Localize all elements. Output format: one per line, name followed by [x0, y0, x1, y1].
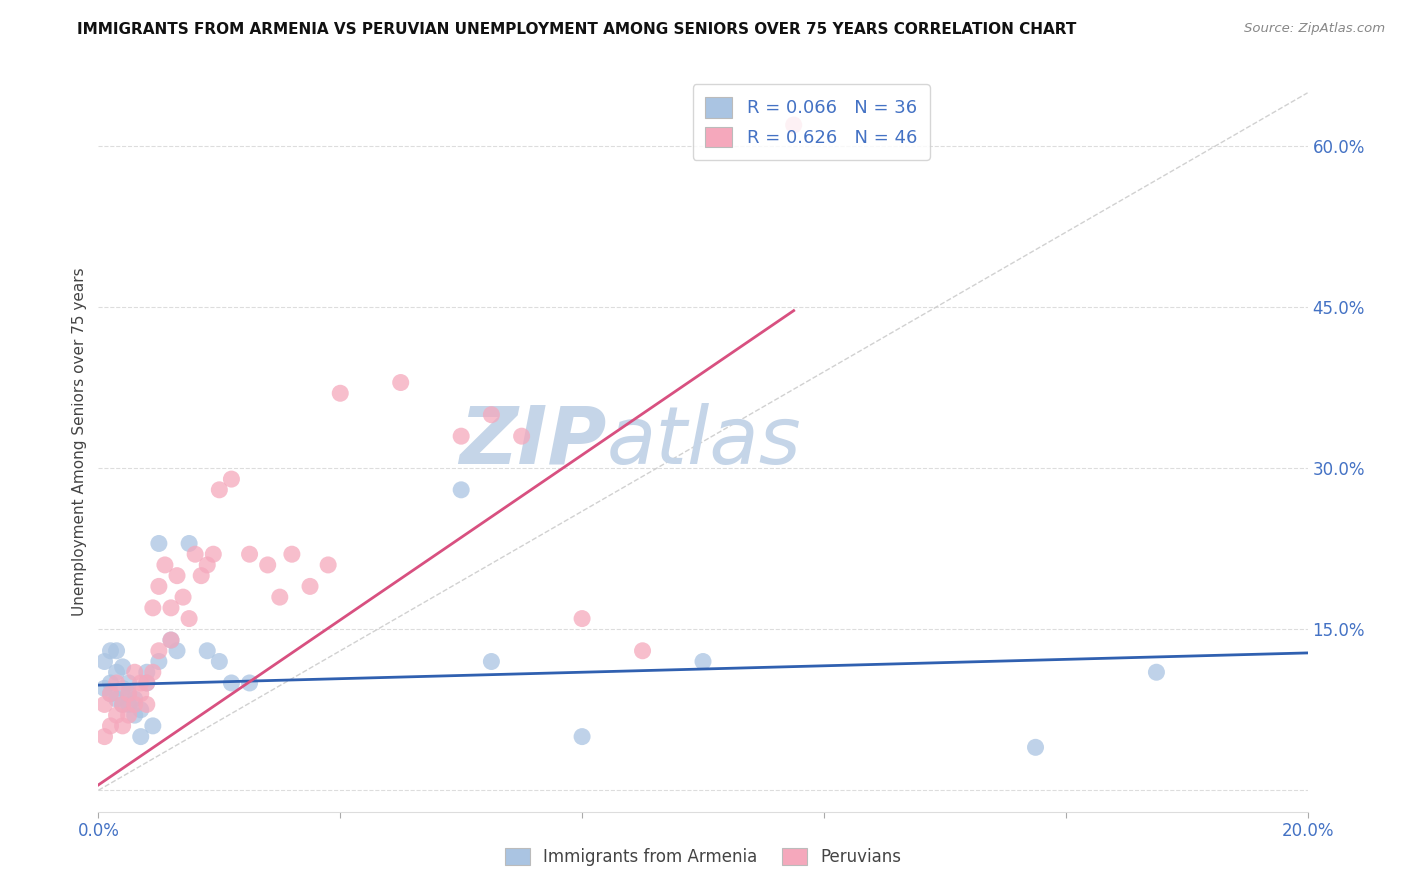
Point — [118, 698, 141, 712]
Legend: R = 0.066   N = 36, R = 0.626   N = 46: R = 0.066 N = 36, R = 0.626 N = 46 — [693, 84, 929, 160]
Text: Source: ZipAtlas.com: Source: ZipAtlas.com — [1244, 22, 1385, 36]
Y-axis label: Unemployment Among Seniors over 75 years: Unemployment Among Seniors over 75 years — [72, 268, 87, 615]
Point — [631, 644, 654, 658]
Point — [105, 644, 128, 658]
Point — [160, 633, 183, 648]
Point — [111, 660, 134, 674]
Point — [142, 665, 165, 680]
Point — [105, 676, 128, 690]
Point — [481, 408, 503, 422]
Point — [166, 644, 188, 658]
Point — [100, 719, 122, 733]
Point — [93, 655, 115, 669]
Point — [1144, 665, 1167, 680]
Point — [239, 676, 262, 690]
Point — [135, 676, 157, 690]
Point — [148, 655, 170, 669]
Point — [129, 676, 152, 690]
Point — [129, 730, 152, 744]
Point — [269, 590, 291, 604]
Point — [692, 655, 714, 669]
Point — [190, 568, 212, 582]
Point — [481, 655, 503, 669]
Point — [450, 429, 472, 443]
Point — [571, 730, 593, 744]
Point — [389, 376, 412, 390]
Point — [93, 698, 115, 712]
Point — [166, 568, 188, 582]
Point — [142, 719, 165, 733]
Point — [124, 708, 146, 723]
Point — [111, 719, 134, 733]
Point — [148, 536, 170, 550]
Point — [221, 472, 243, 486]
Point — [105, 692, 128, 706]
Point — [208, 655, 231, 669]
Point — [93, 681, 115, 696]
Point — [281, 547, 304, 561]
Point — [299, 579, 322, 593]
Point — [179, 611, 201, 625]
Point — [329, 386, 352, 401]
Point — [135, 665, 157, 680]
Point — [124, 692, 146, 706]
Point — [118, 687, 141, 701]
Point — [172, 590, 194, 604]
Point — [160, 633, 183, 648]
Point — [571, 611, 593, 625]
Point — [111, 698, 134, 712]
Point — [450, 483, 472, 497]
Point — [118, 687, 141, 701]
Point — [129, 687, 152, 701]
Point — [316, 558, 339, 572]
Point — [783, 118, 806, 132]
Point — [111, 698, 134, 712]
Text: IMMIGRANTS FROM ARMENIA VS PERUVIAN UNEMPLOYMENT AMONG SENIORS OVER 75 YEARS COR: IMMIGRANTS FROM ARMENIA VS PERUVIAN UNEM… — [77, 22, 1077, 37]
Point — [100, 676, 122, 690]
Point — [148, 579, 170, 593]
Point — [160, 600, 183, 615]
Point — [111, 681, 134, 696]
Legend: Immigrants from Armenia, Peruvians: Immigrants from Armenia, Peruvians — [496, 840, 910, 875]
Point — [179, 536, 201, 550]
Point — [202, 547, 225, 561]
Point — [100, 687, 122, 701]
Point — [1024, 740, 1046, 755]
Point — [105, 708, 128, 723]
Point — [221, 676, 243, 690]
Point — [105, 665, 128, 680]
Point — [118, 708, 141, 723]
Point — [148, 644, 170, 658]
Point — [153, 558, 176, 572]
Point — [124, 698, 146, 712]
Point — [100, 644, 122, 658]
Point — [195, 644, 218, 658]
Text: atlas: atlas — [606, 402, 801, 481]
Point — [510, 429, 533, 443]
Point — [118, 676, 141, 690]
Point — [208, 483, 231, 497]
Point — [239, 547, 262, 561]
Point — [124, 665, 146, 680]
Point — [135, 698, 157, 712]
Point — [135, 676, 157, 690]
Point — [195, 558, 218, 572]
Point — [184, 547, 207, 561]
Point — [256, 558, 278, 572]
Point — [142, 600, 165, 615]
Point — [100, 687, 122, 701]
Text: ZIP: ZIP — [458, 402, 606, 481]
Point — [129, 703, 152, 717]
Point — [93, 730, 115, 744]
